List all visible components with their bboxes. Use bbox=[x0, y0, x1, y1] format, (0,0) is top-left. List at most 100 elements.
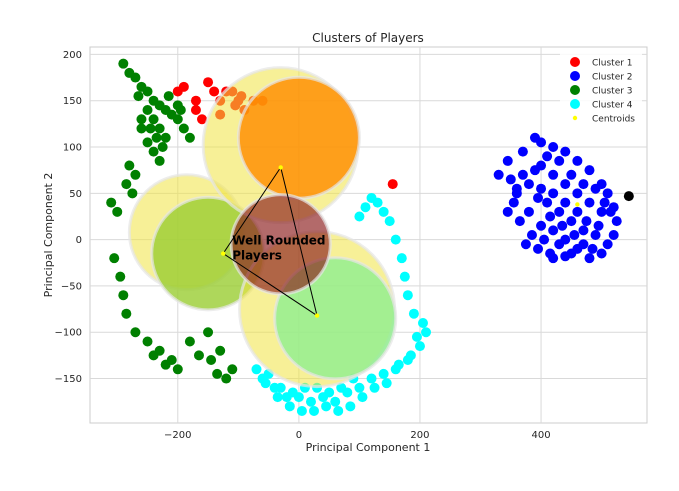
legend-label: Centroids bbox=[592, 115, 635, 125]
y-tick-label: −100 bbox=[55, 328, 82, 339]
point-cluster-3 bbox=[184, 132, 195, 143]
point-cluster-3 bbox=[172, 364, 183, 375]
legend-marker bbox=[570, 99, 580, 109]
point-centroid bbox=[220, 251, 226, 256]
point-cluster-2 bbox=[548, 169, 559, 180]
point-cluster-4 bbox=[411, 331, 422, 342]
point-cluster-4 bbox=[296, 405, 307, 416]
point-cluster-2 bbox=[596, 248, 607, 259]
point-cluster-2 bbox=[560, 179, 571, 190]
point-cluster-2 bbox=[581, 216, 592, 227]
point-cluster-2 bbox=[608, 230, 619, 240]
point-cluster-2 bbox=[587, 243, 598, 254]
point-cluster-1 bbox=[209, 86, 220, 97]
y-tick-label: 50 bbox=[69, 189, 82, 200]
point-cluster-2 bbox=[533, 243, 544, 254]
point-cluster-3 bbox=[221, 373, 232, 384]
point-cluster-2 bbox=[514, 216, 525, 227]
point-cluster-3 bbox=[121, 308, 132, 319]
point-cluster-3 bbox=[154, 155, 165, 166]
point-cluster-2 bbox=[539, 234, 550, 245]
point-cluster-4 bbox=[414, 341, 425, 352]
point-cluster-2 bbox=[596, 206, 607, 217]
point-cluster-4 bbox=[321, 401, 332, 412]
point-cluster-2 bbox=[566, 169, 577, 180]
point-cluster-2 bbox=[542, 151, 553, 162]
point-cluster-2 bbox=[554, 155, 565, 166]
point-centroid bbox=[314, 313, 320, 318]
point-cluster-4 bbox=[309, 405, 320, 416]
legend-marker bbox=[570, 71, 580, 81]
point-cluster-2 bbox=[572, 155, 583, 166]
point-cluster-4 bbox=[345, 401, 356, 412]
overlay-layer bbox=[127, 66, 398, 389]
y-tick-label: 150 bbox=[63, 96, 82, 107]
y-tick-label: −150 bbox=[55, 374, 82, 385]
x-tick-label: 0 bbox=[296, 430, 302, 441]
point-cluster-1 bbox=[387, 179, 398, 190]
point-cluster-4 bbox=[421, 327, 432, 338]
point-cluster-2 bbox=[548, 188, 559, 199]
point-cluster-4 bbox=[369, 382, 380, 393]
point-cluster-1 bbox=[203, 77, 214, 88]
point-cluster-4 bbox=[360, 202, 371, 213]
point-cluster-3 bbox=[148, 114, 159, 125]
x-tick-label: 400 bbox=[532, 430, 551, 441]
annotation: Well Rounded Players bbox=[232, 233, 325, 262]
overlay-circle bbox=[236, 75, 361, 200]
point-cluster-2 bbox=[536, 137, 547, 148]
point-cluster-4 bbox=[287, 387, 298, 398]
point-cluster-2 bbox=[511, 183, 522, 194]
point-cluster-3 bbox=[148, 146, 159, 157]
legend-marker bbox=[572, 115, 578, 121]
point-cluster-4 bbox=[402, 290, 413, 301]
y-tick-label: 0 bbox=[76, 235, 82, 246]
point-cluster-3 bbox=[154, 123, 165, 134]
point-cluster-2 bbox=[590, 183, 601, 194]
point-cluster-3 bbox=[142, 104, 153, 115]
y-tick-label: 200 bbox=[63, 50, 82, 61]
point-cluster-2 bbox=[578, 179, 589, 190]
point-cluster-2 bbox=[560, 146, 571, 157]
point-cluster-2 bbox=[572, 206, 583, 217]
point-cluster-2 bbox=[542, 197, 553, 208]
point-cluster-3 bbox=[118, 290, 129, 301]
point-cluster-3 bbox=[112, 206, 123, 217]
point-cluster-3 bbox=[157, 142, 168, 153]
point-cluster-2 bbox=[602, 188, 613, 199]
point-cluster-4 bbox=[396, 253, 407, 264]
point-cluster-3 bbox=[215, 345, 226, 356]
point-centroid bbox=[278, 165, 283, 170]
point-cluster-3 bbox=[142, 336, 153, 347]
point-cluster-3 bbox=[130, 169, 141, 180]
chart-title: Clusters of Players bbox=[312, 31, 424, 45]
point-cluster-3 bbox=[160, 132, 171, 143]
point-cluster-2 bbox=[578, 225, 589, 236]
point-cluster-3 bbox=[127, 188, 138, 199]
point-cluster-4 bbox=[384, 216, 395, 227]
point-cluster-2 bbox=[554, 206, 565, 217]
triangle-layer bbox=[220, 165, 580, 318]
point-cluster-4 bbox=[284, 401, 295, 412]
point-cluster-2 bbox=[572, 188, 583, 199]
point-cluster-4 bbox=[399, 271, 410, 282]
point-cluster-4 bbox=[324, 387, 335, 398]
point-cluster-1 bbox=[197, 114, 208, 125]
point-cluster-2 bbox=[584, 165, 595, 176]
point-cluster-1 bbox=[190, 104, 201, 115]
point-cluster-3 bbox=[106, 197, 117, 208]
point-cluster-4 bbox=[378, 206, 389, 217]
point-cluster-2 bbox=[536, 183, 547, 194]
point-cluster-4 bbox=[405, 350, 416, 361]
point-cluster-2 bbox=[517, 169, 528, 180]
annotation-line-1: Well Rounded bbox=[232, 233, 325, 247]
point-cluster-3 bbox=[142, 86, 153, 97]
legend-marker bbox=[570, 85, 580, 95]
point-centroid bbox=[575, 202, 580, 207]
point-cluster-3 bbox=[203, 327, 214, 338]
point-cluster-3 bbox=[145, 123, 156, 134]
point-cluster-4 bbox=[378, 368, 389, 379]
point-cluster-2 bbox=[529, 165, 540, 176]
